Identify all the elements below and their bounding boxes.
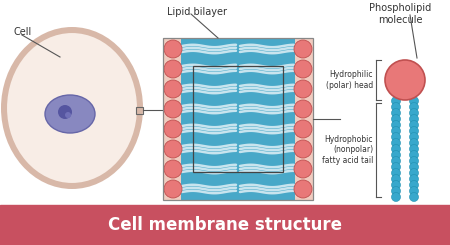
Text: Cell membrane structure: Cell membrane structure xyxy=(108,216,342,234)
Circle shape xyxy=(294,60,312,78)
Circle shape xyxy=(410,126,418,135)
Circle shape xyxy=(164,80,182,98)
Circle shape xyxy=(164,140,182,158)
Circle shape xyxy=(58,105,72,119)
Circle shape xyxy=(392,114,400,123)
Circle shape xyxy=(392,126,400,135)
Circle shape xyxy=(392,109,400,118)
Circle shape xyxy=(410,157,418,166)
Circle shape xyxy=(164,40,182,58)
Circle shape xyxy=(392,150,400,159)
Circle shape xyxy=(410,162,418,171)
Circle shape xyxy=(294,100,312,118)
Circle shape xyxy=(410,169,418,177)
Circle shape xyxy=(294,160,312,178)
Circle shape xyxy=(392,97,400,106)
Circle shape xyxy=(392,121,400,130)
Circle shape xyxy=(164,160,182,178)
Bar xyxy=(163,38,181,200)
Circle shape xyxy=(410,121,418,130)
Ellipse shape xyxy=(45,95,95,133)
Circle shape xyxy=(392,174,400,184)
Text: Cell: Cell xyxy=(14,27,32,37)
Circle shape xyxy=(392,193,400,201)
Circle shape xyxy=(392,169,400,177)
Circle shape xyxy=(392,145,400,154)
Bar xyxy=(0,205,450,245)
Bar xyxy=(193,66,283,172)
Circle shape xyxy=(164,120,182,138)
Circle shape xyxy=(410,114,418,123)
Ellipse shape xyxy=(6,32,138,184)
Circle shape xyxy=(392,157,400,166)
Circle shape xyxy=(392,138,400,147)
Circle shape xyxy=(392,186,400,196)
Circle shape xyxy=(164,180,182,198)
Circle shape xyxy=(164,100,182,118)
Circle shape xyxy=(294,140,312,158)
Circle shape xyxy=(410,181,418,189)
Circle shape xyxy=(410,193,418,201)
Circle shape xyxy=(164,60,182,78)
Ellipse shape xyxy=(1,27,143,189)
Circle shape xyxy=(410,109,418,118)
Circle shape xyxy=(410,174,418,184)
Circle shape xyxy=(294,80,312,98)
Circle shape xyxy=(65,112,71,118)
Circle shape xyxy=(294,180,312,198)
Bar xyxy=(181,38,295,200)
Circle shape xyxy=(294,40,312,58)
Circle shape xyxy=(410,138,418,147)
Bar xyxy=(295,38,313,200)
Bar xyxy=(136,107,143,114)
Text: Hydrophilic
(polar) head: Hydrophilic (polar) head xyxy=(326,70,373,90)
Circle shape xyxy=(392,102,400,111)
Circle shape xyxy=(410,150,418,159)
Circle shape xyxy=(392,162,400,171)
Text: Hydrophobic
(nonpolar)
fatty acid tail: Hydrophobic (nonpolar) fatty acid tail xyxy=(322,135,373,165)
Circle shape xyxy=(410,97,418,106)
Circle shape xyxy=(392,181,400,189)
Text: Lipid bilayer: Lipid bilayer xyxy=(167,7,227,17)
Circle shape xyxy=(392,133,400,142)
Circle shape xyxy=(410,186,418,196)
Circle shape xyxy=(410,102,418,111)
Text: Phospholipid
molecule: Phospholipid molecule xyxy=(369,3,431,25)
Circle shape xyxy=(294,120,312,138)
Circle shape xyxy=(410,145,418,154)
Circle shape xyxy=(385,60,425,100)
Bar xyxy=(163,38,313,200)
Circle shape xyxy=(410,133,418,142)
